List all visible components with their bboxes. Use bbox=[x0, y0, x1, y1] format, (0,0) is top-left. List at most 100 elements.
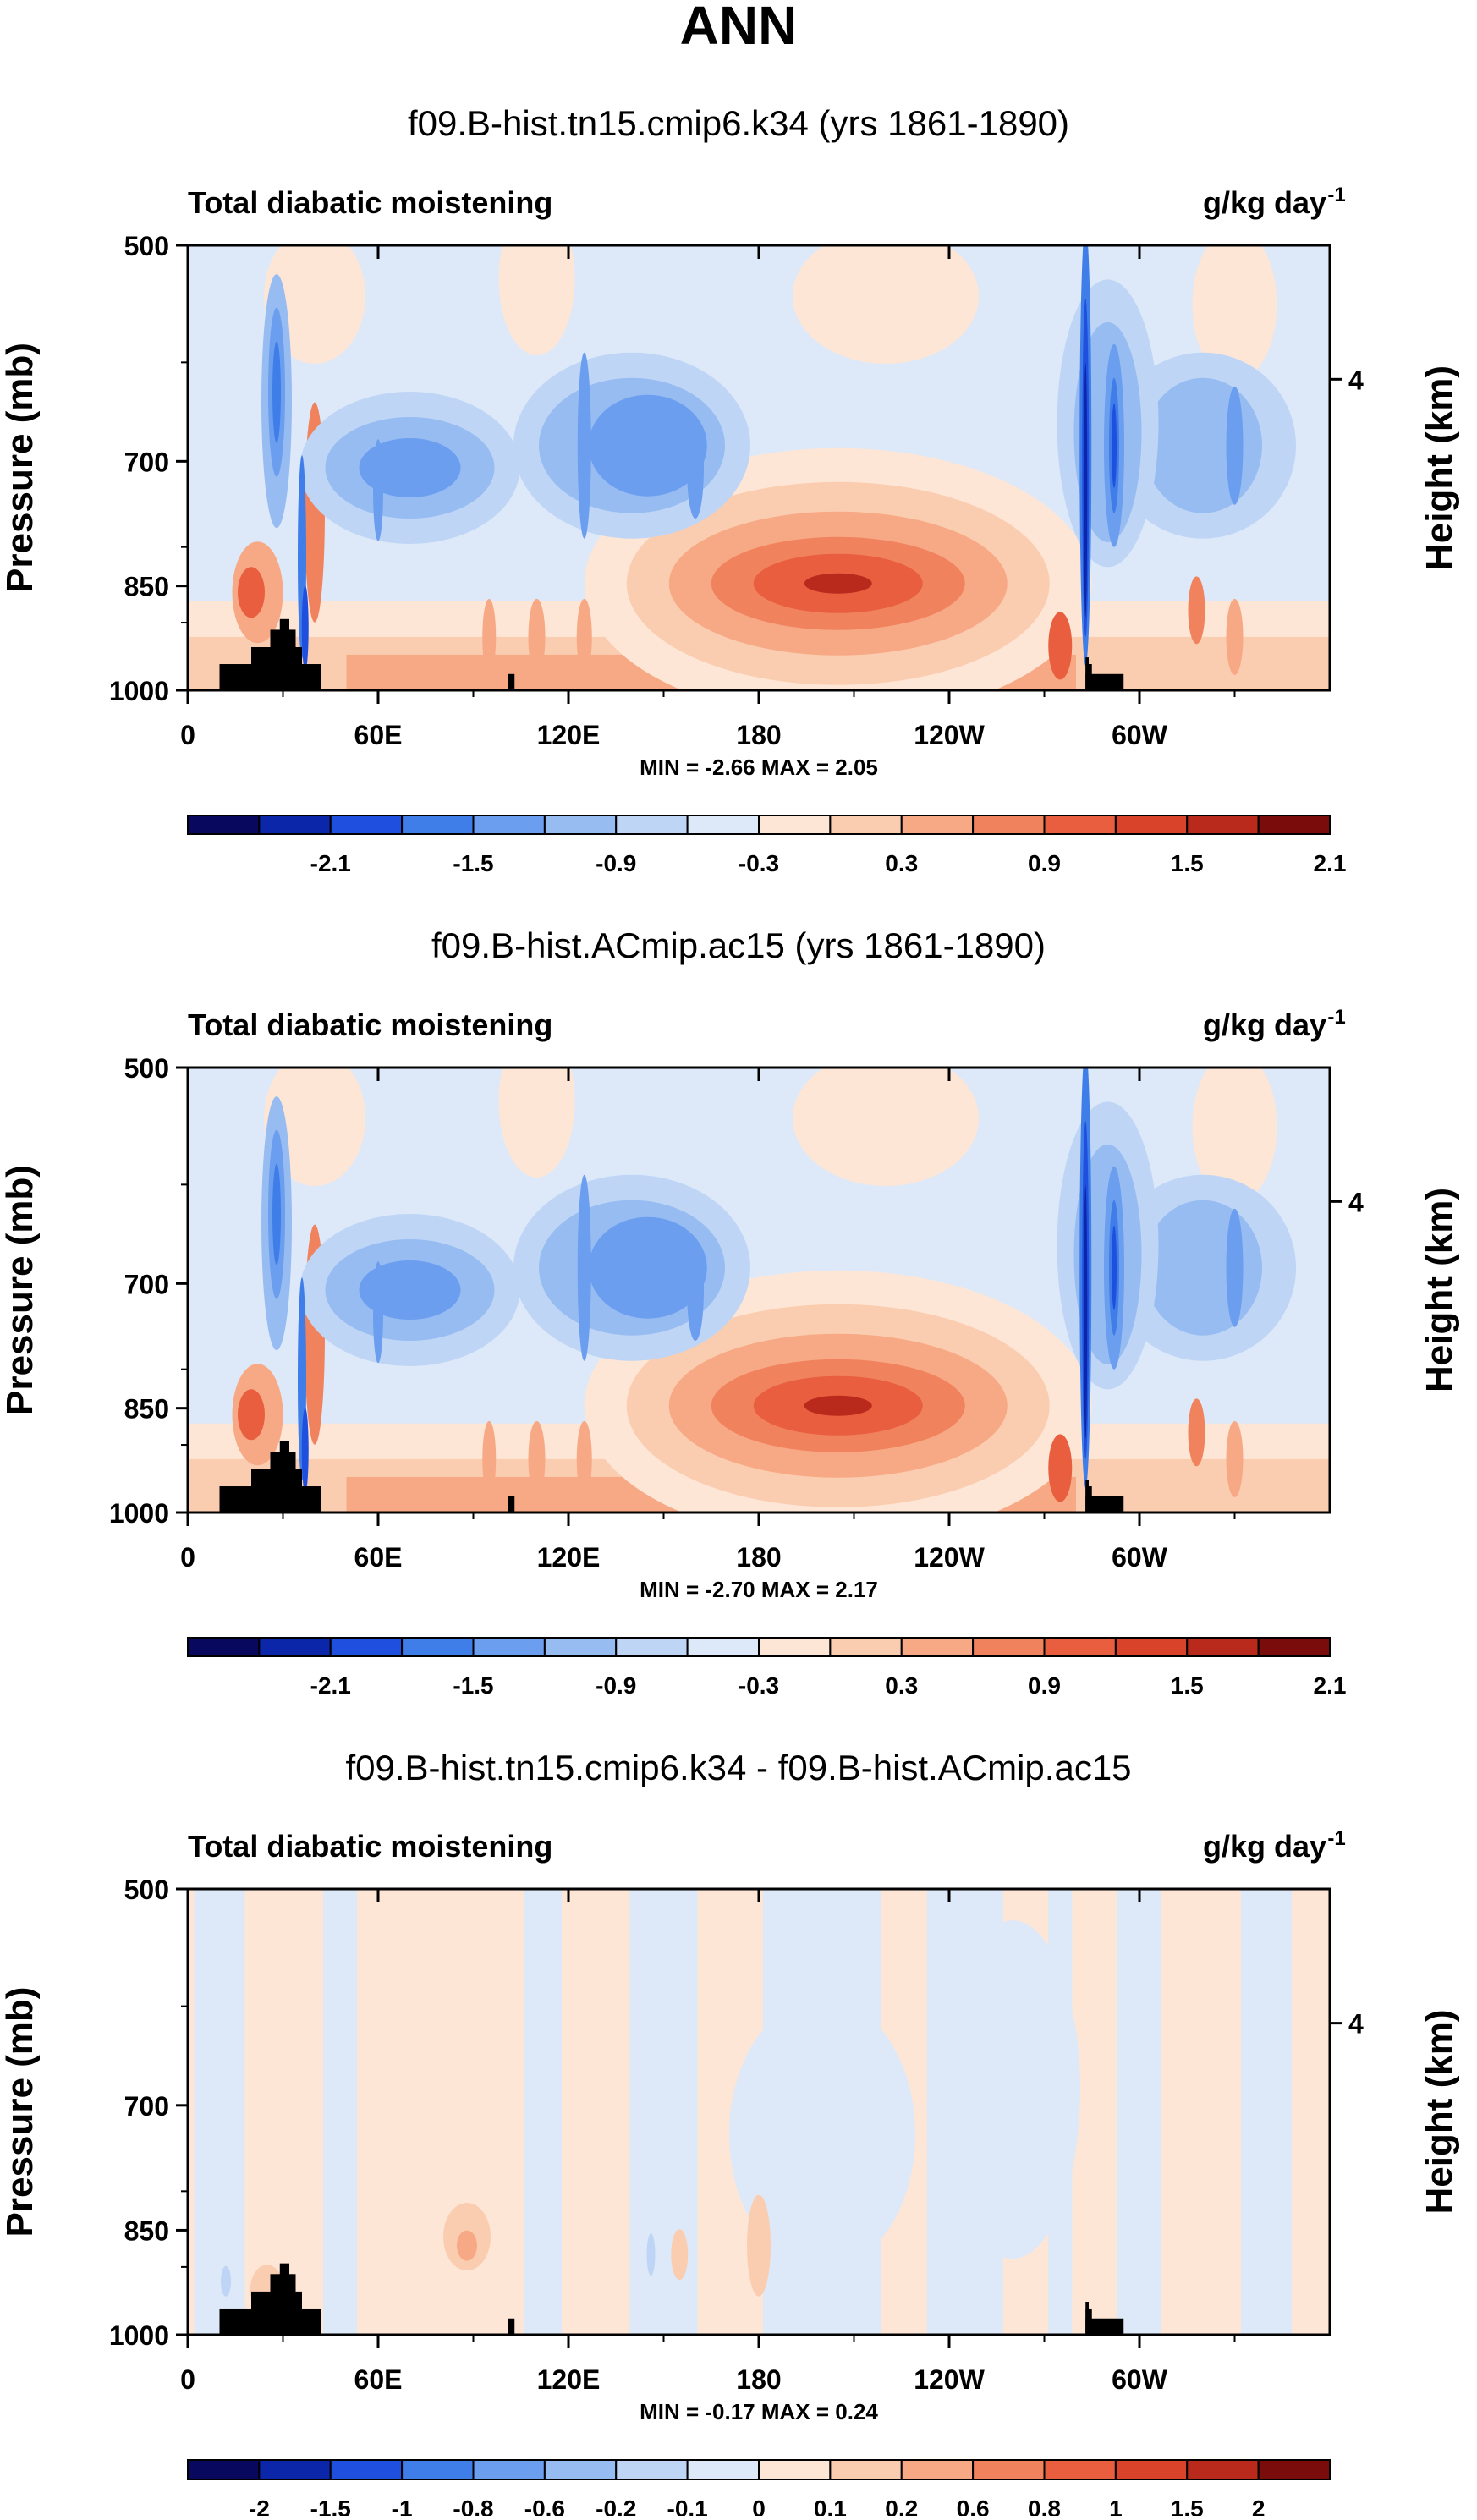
topography-block bbox=[508, 2318, 515, 2335]
colorbar-box bbox=[329, 815, 404, 835]
field-patch bbox=[1192, 245, 1277, 381]
field-column bbox=[373, 1261, 383, 1364]
field-warm bbox=[1048, 1434, 1073, 1502]
topography-block bbox=[1085, 1480, 1089, 1513]
field-warm bbox=[457, 2230, 477, 2261]
y2-tick-label: 4 bbox=[1348, 1187, 1364, 1217]
x-tick-label: 120W bbox=[914, 2364, 985, 2395]
panel-left-label: Total diabatic moistening bbox=[188, 185, 552, 220]
panel-left-label: Total diabatic moistening bbox=[188, 1829, 552, 1864]
colorbar-box bbox=[1043, 1637, 1117, 1657]
colorbar-box bbox=[686, 815, 760, 835]
field-streak bbox=[576, 598, 592, 675]
colorbar-label: -0.2 bbox=[596, 2495, 636, 2516]
colorbar-box bbox=[758, 1637, 832, 1657]
panel-3: f09.B-hist.tn15.cmip6.k34 - f09.B-hist.A… bbox=[0, 1748, 1460, 2520]
colorbar-label: 0.9 bbox=[1028, 1672, 1061, 1699]
y-tick-label: 500 bbox=[124, 231, 169, 261]
colorbar-box bbox=[829, 815, 903, 835]
colorbar-label: 1 bbox=[1109, 2495, 1123, 2516]
colorbar-box bbox=[829, 1637, 903, 1657]
panel-title: f09.B-hist.ACmip.ac15 (yrs 1861-1890) bbox=[431, 925, 1046, 965]
topography-block bbox=[508, 673, 515, 690]
colorbar-label: -0.1 bbox=[667, 2495, 708, 2516]
x-tick-label: 120E bbox=[537, 720, 601, 750]
colorbar-box bbox=[972, 1637, 1046, 1657]
colorbar-box bbox=[187, 2459, 261, 2480]
colorbar-box bbox=[900, 815, 975, 835]
colorbar-box bbox=[187, 815, 261, 835]
contour-field bbox=[188, 1889, 1330, 2335]
y-tick-label: 1000 bbox=[109, 1498, 169, 1529]
field-cool bbox=[359, 438, 461, 497]
panel-units: g/kg day bbox=[1203, 185, 1326, 220]
stats-label: MIN = -0.17 MAX = 0.24 bbox=[640, 2399, 878, 2424]
colorbar-box bbox=[472, 815, 546, 835]
x-tick-label: 180 bbox=[736, 1542, 781, 1573]
field-column bbox=[577, 352, 591, 539]
colorbar-box bbox=[900, 1637, 975, 1657]
x-tick-label: 120E bbox=[537, 2364, 601, 2395]
stats-label: MIN = -2.66 MAX = 2.05 bbox=[640, 755, 878, 780]
field-column bbox=[687, 1239, 704, 1341]
field-cool bbox=[221, 2265, 231, 2297]
colorbar-box bbox=[329, 1637, 404, 1657]
colorbar-box bbox=[401, 815, 475, 835]
panel-units-exponent: -1 bbox=[1327, 184, 1345, 206]
colorbar-label: 1.5 bbox=[1171, 850, 1204, 876]
colorbar-label: 0 bbox=[752, 2495, 766, 2516]
y-tick-label: 700 bbox=[124, 2091, 169, 2122]
panel-units-exponent: -1 bbox=[1327, 1827, 1345, 1850]
panel-title: f09.B-hist.tn15.cmip6.k34 - f09.B-hist.A… bbox=[345, 1748, 1131, 1787]
field-cool bbox=[588, 394, 707, 497]
field-column bbox=[301, 585, 309, 671]
x-tick-label: 120W bbox=[914, 720, 985, 750]
y-axis-label: Pressure (mb) bbox=[0, 1165, 41, 1415]
x-tick-label: 60E bbox=[354, 720, 403, 750]
colorbar-box bbox=[401, 2459, 475, 2480]
topography-block bbox=[1085, 1496, 1124, 1513]
field-cool bbox=[359, 1260, 461, 1320]
field-column bbox=[301, 1408, 309, 1493]
y-tick-label: 700 bbox=[124, 447, 169, 477]
colorbar-label: 0.1 bbox=[814, 2495, 847, 2516]
field-warm bbox=[1048, 612, 1073, 680]
field-cool bbox=[1144, 377, 1262, 513]
colorbar-box bbox=[1114, 2459, 1189, 2480]
x-tick-label: 60E bbox=[354, 1542, 403, 1573]
field-column bbox=[1112, 1225, 1117, 1310]
topography-block bbox=[508, 1496, 515, 1513]
field-warm bbox=[238, 567, 265, 618]
colorbar-box bbox=[1186, 1637, 1260, 1657]
contour-field bbox=[188, 1068, 1330, 1513]
colorbar-label: -0.3 bbox=[738, 850, 779, 876]
colorbar-box bbox=[1257, 2459, 1331, 2480]
field-streak bbox=[528, 598, 546, 675]
colorbar-label: -0.8 bbox=[453, 2495, 493, 2516]
colorbar-label: 0.6 bbox=[957, 2495, 990, 2516]
y2-axis-label: Height (km) bbox=[1419, 2010, 1460, 2215]
colorbar-box bbox=[972, 815, 1046, 835]
field-warm bbox=[1188, 1398, 1205, 1467]
topography-block bbox=[279, 1441, 289, 1513]
colorbar-label: 0.2 bbox=[885, 2495, 918, 2516]
colorbar-label: -1.5 bbox=[310, 2495, 351, 2516]
colorbar-box bbox=[686, 1637, 760, 1657]
colorbar-box bbox=[758, 815, 832, 835]
colorbar-box bbox=[1257, 815, 1331, 835]
field-streak bbox=[482, 1420, 497, 1497]
colorbar-label: 2.1 bbox=[1314, 850, 1347, 876]
colorbar-box bbox=[829, 2459, 903, 2480]
colorbar-box bbox=[1186, 2459, 1260, 2480]
field-warm bbox=[1188, 576, 1205, 645]
field-band bbox=[729, 1998, 915, 2270]
field-column bbox=[373, 439, 383, 541]
field-cool bbox=[646, 2233, 656, 2276]
colorbar-box bbox=[615, 815, 689, 835]
topography-block bbox=[1085, 2318, 1124, 2335]
field-patch bbox=[498, 1068, 575, 1178]
field-streak bbox=[1226, 1420, 1244, 1497]
field-streak bbox=[482, 598, 497, 675]
x-tick-label: 60W bbox=[1112, 2364, 1168, 2395]
